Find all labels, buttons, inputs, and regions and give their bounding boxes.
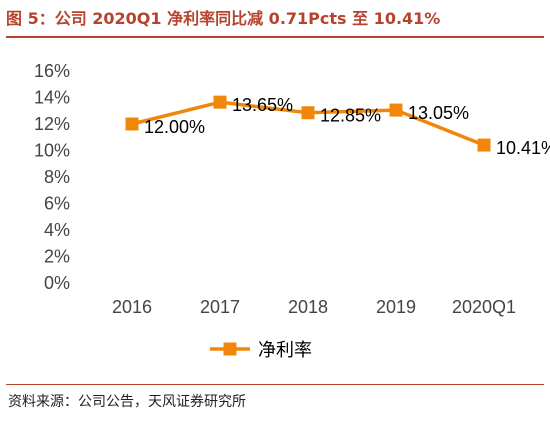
y-tick-label: 10% bbox=[34, 141, 70, 161]
y-tick-label: 16% bbox=[34, 61, 70, 81]
series-markers bbox=[125, 95, 491, 152]
x-tick-label: 2019 bbox=[376, 297, 416, 317]
source-rule bbox=[6, 384, 544, 385]
y-tick-label: 12% bbox=[34, 114, 70, 134]
y-tick-label: 2% bbox=[44, 247, 70, 267]
x-tick-label: 2017 bbox=[200, 297, 240, 317]
y-tick-label: 14% bbox=[34, 88, 70, 108]
data-point-marker bbox=[125, 117, 139, 131]
y-tick-label: 0% bbox=[44, 273, 70, 293]
figure-title: 图 5：公司 2020Q1 净利率同比减 0.71Pcts 至 10.41% bbox=[6, 9, 441, 28]
data-point-marker bbox=[301, 106, 315, 120]
source-note: 资料来源：公司公告，天风证券研究所 bbox=[8, 394, 246, 410]
x-tick-label: 2018 bbox=[288, 297, 328, 317]
legend-label: 净利率 bbox=[258, 340, 312, 361]
x-tick-label: 2020Q1 bbox=[452, 297, 516, 317]
x-tick-label: 2016 bbox=[112, 297, 152, 317]
net-margin-line-chart: 0%2%4%6%8%10%12%14%16% 2016 2017 2018 2019 2… bbox=[34, 61, 550, 361]
data-label: 12.85% bbox=[320, 106, 381, 126]
y-axis-ticks: 0% 2% 4% 6% 8% 10% 12% 14% 16% bbox=[34, 61, 70, 293]
y-tick-label: 6% bbox=[44, 194, 70, 214]
title-rule bbox=[6, 36, 544, 38]
legend-marker bbox=[223, 342, 237, 356]
data-label: 13.05% bbox=[408, 103, 469, 123]
data-point-marker bbox=[389, 103, 403, 117]
data-label: 13.65% bbox=[232, 95, 293, 115]
y-tick-label: 8% bbox=[44, 167, 70, 187]
data-point-marker bbox=[213, 95, 227, 109]
data-point-marker bbox=[477, 138, 491, 152]
data-label: 12.00% bbox=[144, 117, 205, 137]
data-labels: 12.00% 13.65% 12.85% 13.05% 10.41% bbox=[144, 95, 550, 158]
data-label: 10.41% bbox=[496, 138, 550, 158]
legend: 净利率 bbox=[210, 340, 312, 361]
x-axis-ticks: 2016 2017 2018 2019 2020Q1 bbox=[112, 297, 516, 317]
y-tick-label: 4% bbox=[44, 220, 70, 240]
